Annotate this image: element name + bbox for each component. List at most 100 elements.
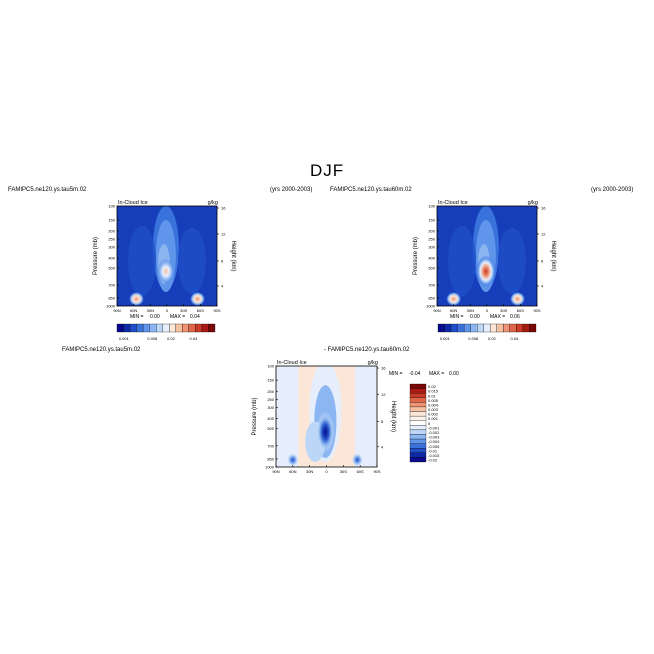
colorbar-swatch (409, 393, 427, 398)
panel-units: g/kg (368, 360, 378, 366)
y-tick-label: 1000 (106, 304, 116, 309)
data-feature-1 (286, 452, 299, 467)
y-tick-label: 500 (108, 266, 115, 271)
x-tick-label: 30S (500, 308, 507, 313)
max-label: MAX = (429, 371, 444, 377)
x-tick-label: 90S (213, 308, 220, 313)
panel-title: In-Cloud Ice (438, 200, 468, 206)
data-feature-1 (128, 291, 144, 306)
max-value: 0.00 (449, 371, 459, 377)
colorbar-swatch (169, 323, 176, 333)
y-tick-label: 250 (267, 397, 274, 402)
x-tick-label: 0 (325, 469, 328, 474)
x-tick-label: 30N (147, 308, 154, 313)
colorbar-swatch (409, 383, 427, 389)
panel-units: g/kg (528, 200, 538, 206)
y-tick-label: 500 (428, 266, 435, 271)
y-tick-label: 300 (428, 245, 435, 250)
height-axis-label: Height (km) (550, 240, 556, 271)
colorbar-label: -0.002 (428, 430, 440, 435)
panel-title: In-Cloud Ice (118, 200, 148, 206)
figure-title: DJF (310, 161, 345, 180)
colorbar-label: 0.008 (468, 336, 479, 341)
y-tick-label: 150 (108, 218, 115, 223)
colorbar-label: 0.02 (167, 336, 176, 341)
height-tick-label: 8 (541, 259, 544, 264)
chart-panel-top-right: In-Cloud Ice g/kg 90N 60N 30N 0 30S 60S 90S 100 15… (413, 200, 556, 341)
chart-panel-top-left: In-Cloud Ice g/kg 90N 60N 30N 0 30S 60S 90S 100 15… (93, 200, 236, 341)
x-tick-label: 90N (272, 469, 279, 474)
min-label: MIN = (450, 314, 464, 320)
panel-title: In-Cloud Ice (277, 360, 307, 366)
x-tick-label: 90S (533, 308, 540, 313)
y-tick-label: 200 (428, 229, 435, 234)
colorbar-label: -0.015 (428, 453, 440, 458)
y-tick-label: 500 (267, 426, 274, 431)
colorbar-label: 0.015 (428, 389, 439, 394)
y-tick-label: 200 (108, 229, 115, 234)
y-tick-label: 1000 (426, 304, 436, 309)
colorbar-swatch (470, 323, 478, 333)
x-tick-label: 90S (373, 469, 380, 474)
data-feature-0 (475, 255, 496, 288)
nh-midlat-layer (128, 226, 156, 296)
y-tick-label: 700 (267, 443, 274, 448)
height-axis-label: Height (km) (230, 240, 236, 271)
colorbar-swatch (409, 402, 427, 408)
max-value: 0.04 (190, 314, 200, 320)
y-tick-label: 850 (108, 296, 115, 301)
x-tick-label: 60S (357, 469, 364, 474)
x-tick-label: 60S (197, 308, 204, 313)
colorbar-label: -0.02 (428, 458, 438, 463)
colorbar-label: 0.04 (190, 336, 199, 341)
colorbar-swatch (516, 323, 524, 333)
colorbar-swatch (409, 429, 427, 435)
colorbar-swatch (201, 323, 209, 333)
y-tick-label: 100 (108, 204, 115, 209)
data-feature-1 (446, 291, 462, 306)
max-value: 0.06 (510, 314, 520, 320)
diff-case-b-label: - FAMIPC5.ne120.ys.tau60m.02 (324, 347, 410, 353)
colorbar-swatch (483, 323, 491, 333)
colorbar-swatch (450, 323, 458, 333)
colorbar-swatch (409, 388, 427, 394)
colorbar-swatch (457, 323, 465, 333)
right-years-label: (yrs 2000-2003) (591, 187, 634, 193)
max-label: MAX = (170, 314, 185, 320)
y-tick-label: 100 (428, 204, 435, 209)
x-tick-label: 0 (166, 308, 169, 313)
x-tick-label: 60N (130, 308, 137, 313)
heatmap-field (437, 206, 537, 306)
colorbar-label: 0.02 (488, 336, 497, 341)
colorbar-swatch (503, 323, 511, 333)
min-value: -0.04 (409, 371, 421, 377)
y-axis-label: Pressure (mb) (93, 237, 99, 275)
colorbar-swatch (444, 323, 452, 333)
colorbar-swatch (409, 397, 427, 403)
field-layer (276, 366, 299, 467)
max-label: MAX = (490, 314, 505, 320)
y-tick-label: 850 (428, 296, 435, 301)
y-tick-label: 100 (267, 364, 274, 369)
heatmap-field (276, 366, 377, 467)
colorbar-swatch (116, 323, 124, 333)
colorbar-swatch (409, 411, 427, 417)
colorbar-label: 0.003 (428, 407, 439, 412)
colorbar-swatch (409, 425, 427, 431)
data-feature-2 (190, 291, 206, 306)
colorbar-label: 0.005 (428, 398, 439, 403)
data-feature-0 (316, 411, 335, 453)
min-value: 0.00 (470, 314, 480, 320)
colorbar-swatch (529, 323, 537, 333)
y-tick-label: 150 (428, 218, 435, 223)
x-tick-label: 30N (306, 469, 313, 474)
colorbar-swatch (409, 434, 427, 440)
colorbar-swatch (409, 415, 427, 421)
height-tick-label: 4 (221, 284, 224, 289)
colorbar-swatch (136, 323, 144, 333)
colorbar-swatch (409, 443, 427, 449)
colorbar-swatch (477, 323, 484, 333)
colorbar-swatch (409, 406, 427, 412)
colorbar-label: -0.004 (428, 439, 440, 444)
